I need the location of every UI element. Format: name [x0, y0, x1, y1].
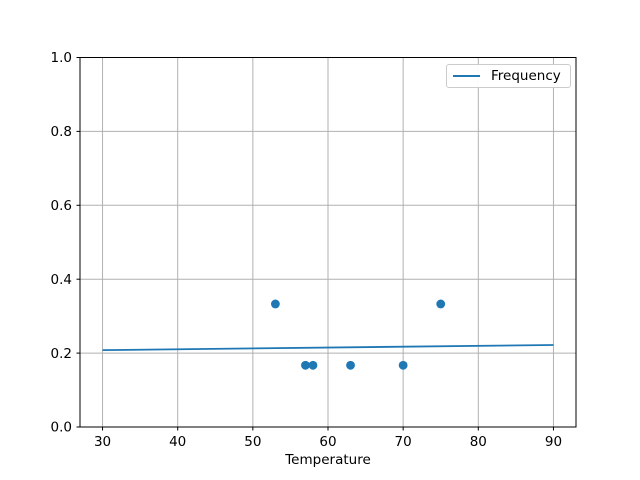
- x-tick-label: 40: [169, 434, 186, 450]
- y-tick-label: 0.4: [51, 272, 72, 288]
- x-tick-label: 50: [244, 434, 261, 450]
- y-tick-label: 0.2: [51, 346, 72, 362]
- frequency-trend-line: [102, 344, 554, 352]
- y-tick-label: 0.8: [51, 124, 72, 140]
- x-axis-label: Temperature: [285, 452, 371, 468]
- x-tick-label: 30: [94, 434, 111, 450]
- legend-line-sample: [453, 75, 480, 77]
- x-tick-label: 70: [395, 434, 412, 450]
- x-tick-label: 90: [545, 434, 562, 450]
- y-tick-label: 1.0: [51, 50, 72, 66]
- scatter-point: [301, 360, 310, 370]
- y-tick-label: 0.0: [51, 420, 72, 436]
- y-tick-label: 0.6: [51, 198, 72, 214]
- legend: Frequency: [446, 64, 571, 88]
- scatter-point: [308, 360, 318, 370]
- x-tick-label: 60: [319, 434, 336, 450]
- legend-label: Frequency: [491, 68, 561, 84]
- scatter-point: [398, 360, 408, 370]
- scatter-point: [346, 360, 355, 370]
- scatter-point: [270, 299, 280, 309]
- scatter-point: [436, 299, 446, 309]
- x-tick-label: 80: [470, 434, 487, 450]
